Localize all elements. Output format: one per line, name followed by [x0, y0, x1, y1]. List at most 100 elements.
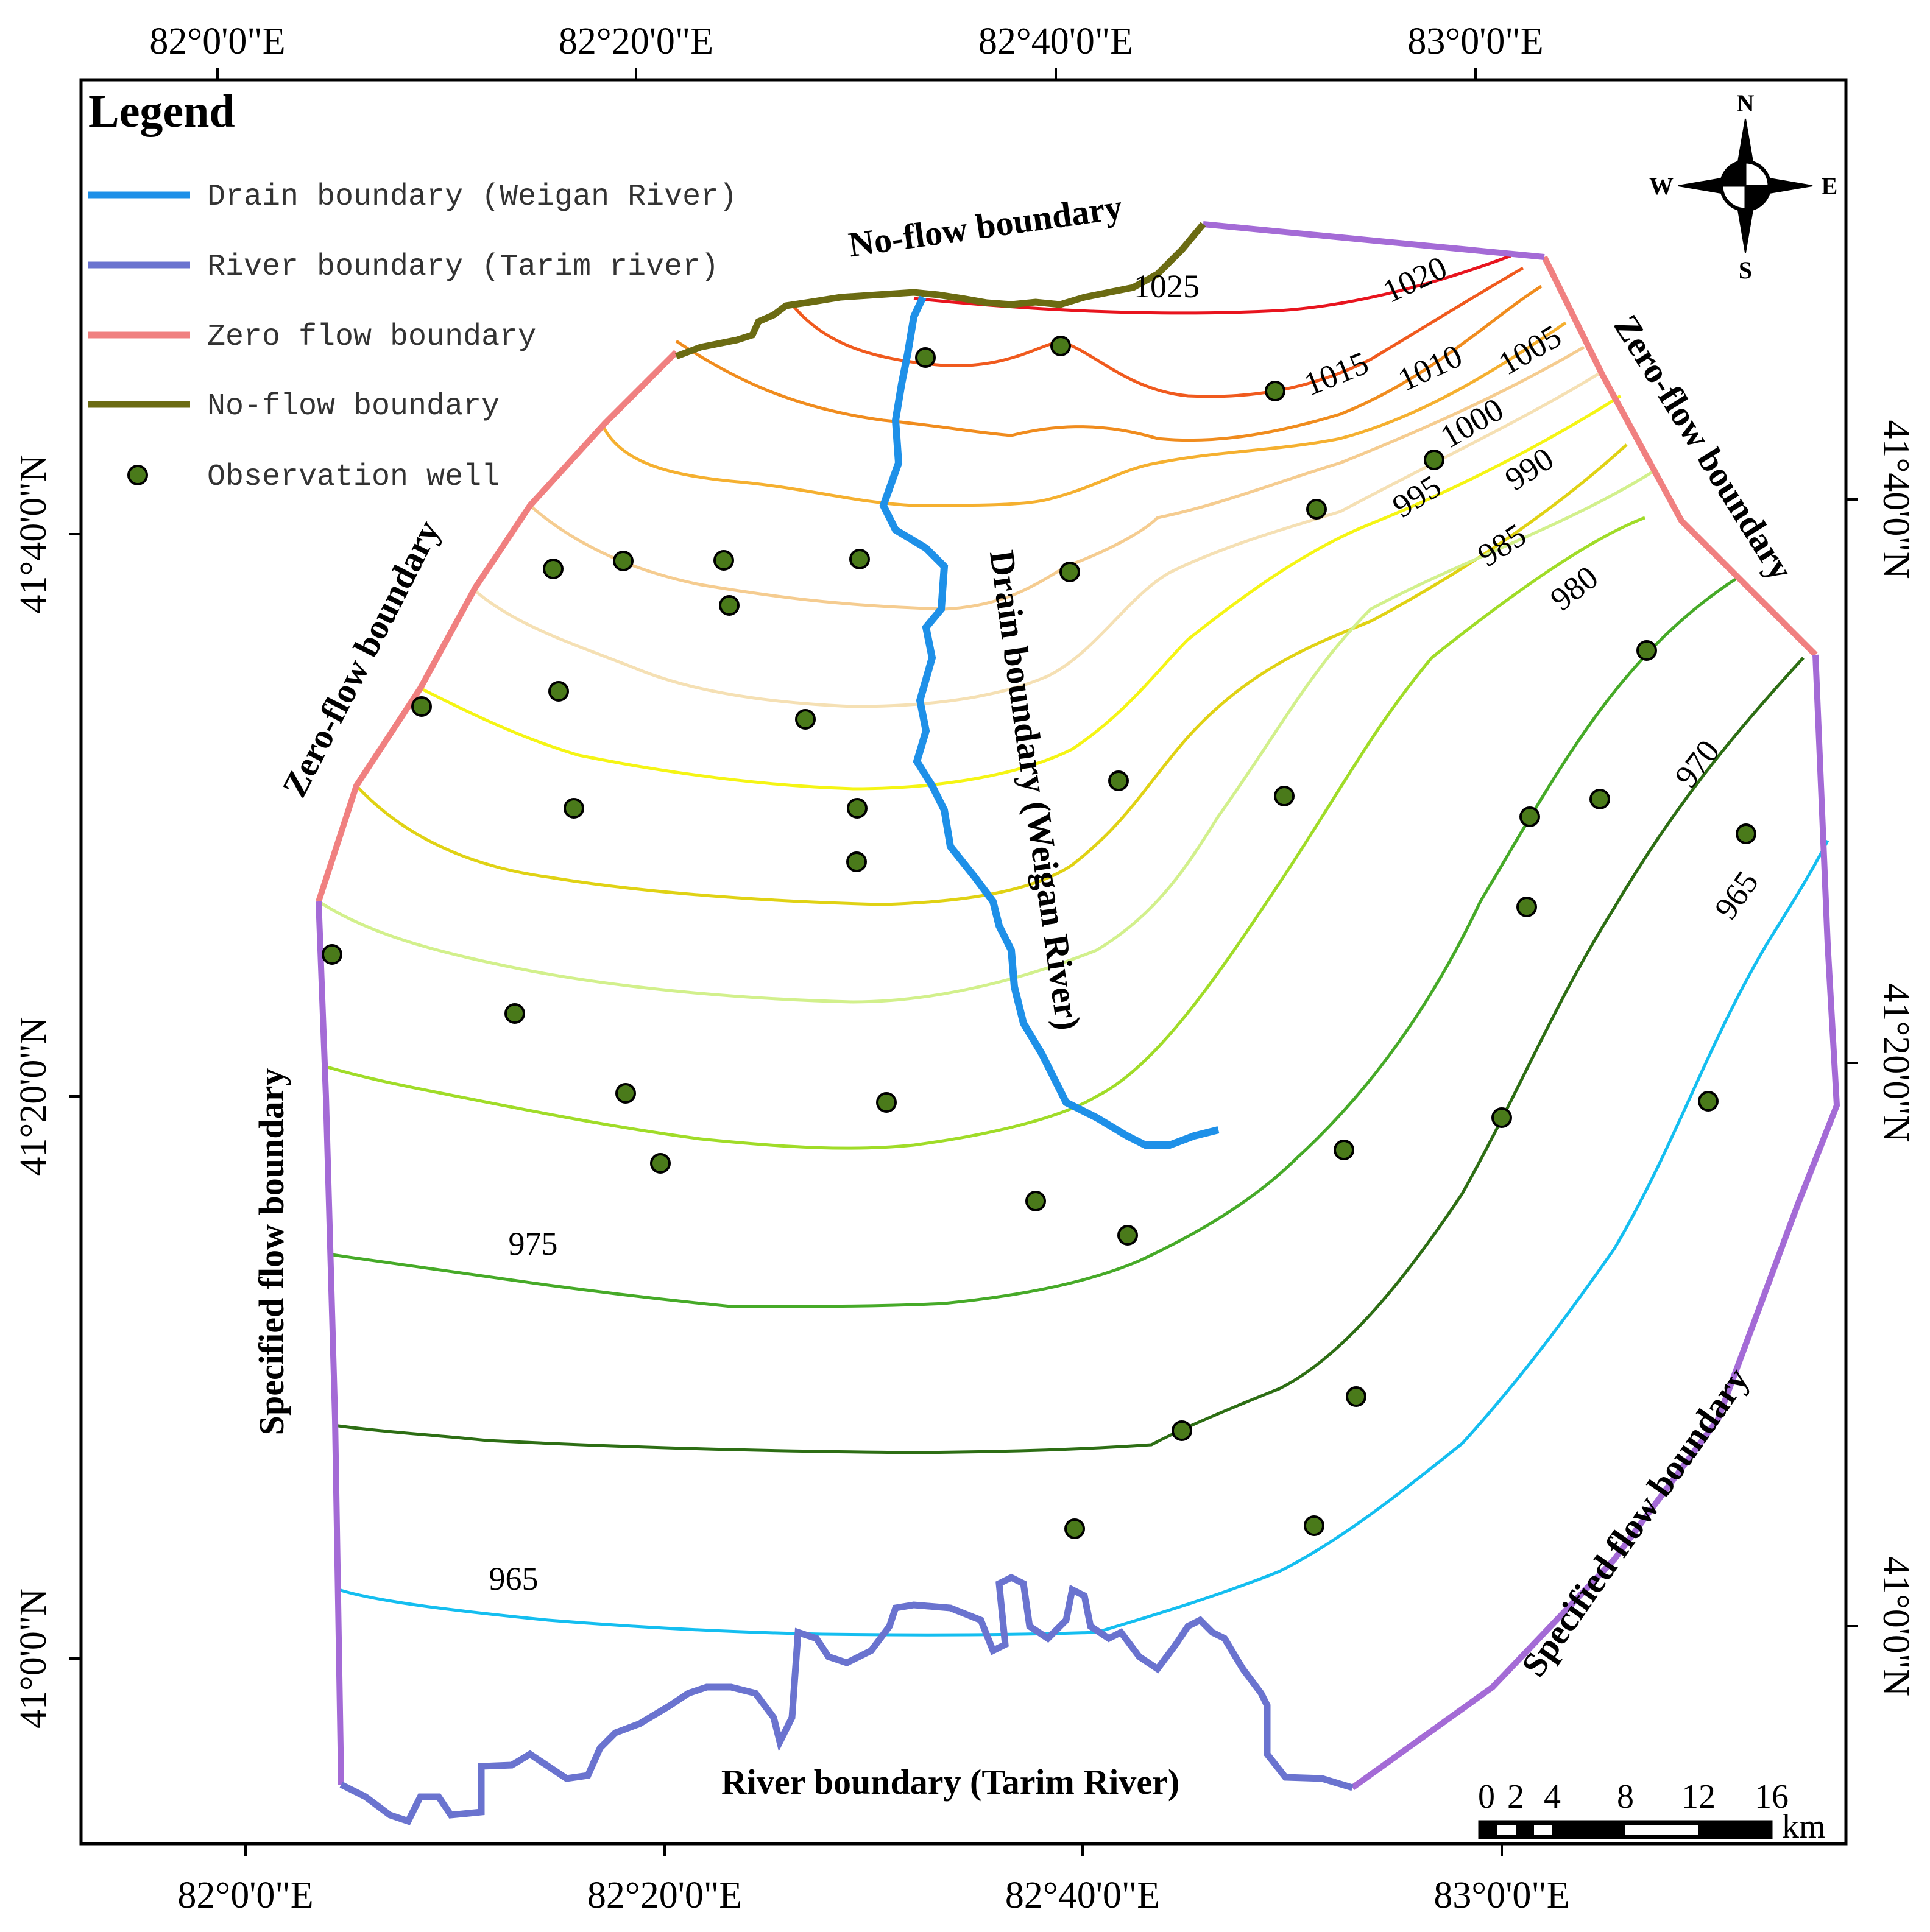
observation-well	[846, 851, 867, 872]
lon-label-top-1: 82°0'0"E	[149, 21, 285, 62]
lon-label-bottom-2: 82°20'0"E	[587, 1875, 742, 1916]
legend-label-drain: Drain boundary (Weigan River)	[207, 180, 737, 214]
observation-well	[504, 1003, 525, 1024]
observation-well	[915, 347, 936, 368]
compass-n: N	[1737, 90, 1755, 117]
observation-well	[1025, 1191, 1046, 1211]
observation-well	[795, 709, 816, 730]
observation-well	[564, 798, 584, 819]
observation-well	[719, 595, 740, 616]
observation-wells	[322, 336, 1756, 1539]
legend-label-zero-flow: Zero flow boundary	[207, 320, 536, 354]
contour-995	[474, 370, 1603, 708]
compass-e: E	[1822, 172, 1838, 200]
scale-bar: 0 2 4 8 12 16 km	[1478, 1778, 1826, 1846]
lat-label-left-1: 41°40'0"N	[13, 454, 54, 613]
observation-well	[1050, 336, 1071, 356]
observation-well	[1108, 770, 1129, 791]
scale-tick-8: 8	[1617, 1778, 1634, 1816]
observation-well	[1589, 789, 1610, 809]
lon-label-top-3: 82°40'0"E	[978, 21, 1133, 62]
observation-well	[1491, 1107, 1512, 1128]
compass-rose-icon: N S W E	[1649, 90, 1837, 284]
observation-well	[650, 1153, 671, 1174]
legend-title: Legend	[88, 86, 235, 137]
observation-well	[1698, 1091, 1719, 1112]
observation-well	[1172, 1420, 1192, 1441]
contour-965	[338, 839, 1829, 1637]
observation-well	[613, 551, 634, 571]
observation-well	[1306, 499, 1327, 520]
legend-label-observation-well: Observation well	[207, 460, 500, 495]
observation-well	[1516, 897, 1537, 917]
lat-label-left-3: 41°0'0"N	[13, 1588, 54, 1729]
contour-1020	[791, 266, 1524, 398]
scale-tick-0: 0	[1478, 1778, 1495, 1816]
contour-980	[317, 467, 1658, 1004]
observation-well	[713, 550, 734, 571]
contour-1005	[601, 321, 1567, 507]
observation-well	[1265, 381, 1285, 401]
observation-well	[1346, 1386, 1366, 1407]
lat-label-right-3: 41°0'0"N	[1875, 1556, 1917, 1696]
scale-tick-16: 16	[1755, 1778, 1789, 1816]
observation-well	[1064, 1518, 1085, 1539]
legend-swatch-observation-well	[127, 465, 148, 485]
zero-flow-boundary-left	[316, 350, 679, 903]
lon-label-bottom-3: 82°40'0"E	[1005, 1875, 1160, 1916]
observation-well	[849, 549, 870, 569]
zero-flow-boundary-right	[1541, 255, 1818, 657]
contour-970	[333, 657, 1805, 1454]
scale-tick-2: 2	[1507, 1778, 1524, 1816]
graticule-ticks	[69, 68, 1858, 1856]
drain-boundary-weigan-river	[879, 295, 1220, 1149]
observation-well	[411, 696, 432, 717]
lon-label-bottom-4: 83°0'0"E	[1433, 1875, 1569, 1916]
legend: Legend Drain boundary (Weigan River) Riv…	[88, 86, 737, 495]
contour-985	[355, 443, 1628, 906]
legend-label-no-flow: No-flow boundary	[207, 389, 500, 424]
river-boundary-tarim-river	[339, 1573, 1354, 1825]
legend-label-river: River boundary (Tarim river)	[207, 250, 719, 284]
observation-well	[1424, 450, 1444, 470]
observation-well	[322, 944, 342, 965]
contour-1015	[675, 284, 1543, 442]
lat-label-left-2: 41°20'0"N	[13, 1017, 54, 1176]
contour-label-965-left: 965	[489, 1560, 539, 1597]
specified-flow-boundary-top	[1203, 221, 1545, 260]
lon-label-bottom-1: 82°0'0"E	[177, 1875, 313, 1916]
observation-well	[1636, 640, 1657, 661]
observation-well	[1059, 562, 1080, 582]
compass-s: S	[1739, 256, 1752, 284]
observation-well	[1304, 1515, 1324, 1536]
observation-well	[847, 798, 868, 819]
contour-label-975: 975	[509, 1225, 558, 1262]
lat-label-right-2: 41°20'0"N	[1875, 983, 1917, 1142]
map-frame	[79, 78, 1848, 1846]
observation-well	[543, 559, 564, 579]
specified-flow-boundary-right	[1351, 654, 1840, 1791]
observation-well	[1519, 806, 1540, 827]
specified-flow-boundary-left	[316, 901, 344, 1785]
observation-well	[1736, 823, 1756, 844]
lon-label-top-4: 83°0'0"E	[1407, 21, 1543, 62]
contour-label-1025: 1025	[1134, 268, 1200, 305]
observation-well	[1334, 1140, 1354, 1160]
observation-well	[876, 1092, 897, 1113]
lon-label-top-2: 82°20'0"E	[559, 21, 713, 62]
contour-975-lower	[331, 577, 1737, 1308]
observation-well	[1117, 1225, 1138, 1246]
observation-well	[615, 1083, 636, 1104]
contour-1025	[913, 254, 1511, 315]
observation-well	[548, 681, 569, 702]
scale-unit: km	[1782, 1808, 1826, 1846]
scale-tick-4: 4	[1544, 1778, 1561, 1816]
no-flow-boundary	[675, 222, 1206, 360]
contour-990	[419, 394, 1622, 791]
scale-tick-12: 12	[1681, 1778, 1716, 1816]
label-river-boundary: River boundary (Tarim River)	[721, 1762, 1179, 1802]
label-specified-flow-boundary-left: Specified flow boundary	[252, 1068, 291, 1436]
observation-well	[1274, 786, 1295, 806]
compass-w: W	[1649, 172, 1674, 200]
